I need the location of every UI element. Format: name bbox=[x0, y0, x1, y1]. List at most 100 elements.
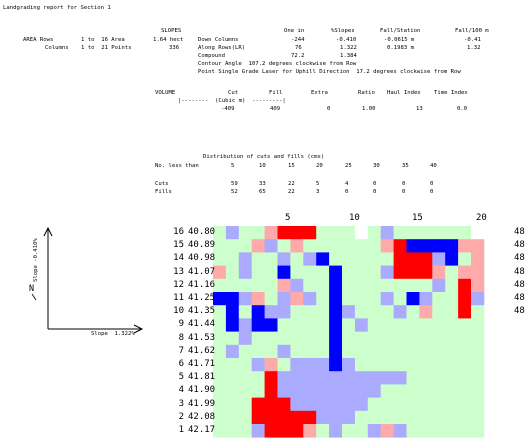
grid-cell bbox=[238, 397, 253, 412]
grid-cell bbox=[225, 265, 240, 280]
grid-cell bbox=[471, 424, 485, 438]
slope-row-label: Down Columns bbox=[198, 37, 239, 43]
grid-cell bbox=[303, 239, 317, 253]
grid-cell bbox=[419, 331, 433, 346]
grid-cell bbox=[367, 252, 382, 266]
volume-col-fill: Fill bbox=[269, 90, 283, 96]
grid-cell bbox=[264, 358, 278, 372]
grid-cell bbox=[380, 384, 394, 398]
grid-cell bbox=[225, 305, 240, 319]
distribution-threshold: 40 bbox=[430, 163, 437, 169]
grid-cell bbox=[316, 265, 330, 280]
volume-col-extra: Extra bbox=[311, 90, 328, 96]
grid-cell bbox=[393, 305, 407, 319]
grid-cell bbox=[419, 318, 433, 332]
volume-extra-value: 0 bbox=[327, 106, 331, 112]
grid-cell bbox=[316, 239, 330, 253]
volume-haul-value: 13 bbox=[416, 106, 423, 112]
slope-row-one-in: -244 bbox=[291, 37, 305, 43]
grid-cell bbox=[290, 305, 304, 319]
grid-cell bbox=[354, 278, 369, 293]
distribution-no-less-label: No. less than bbox=[155, 163, 199, 169]
grid-cell bbox=[471, 239, 485, 253]
grid-cell bbox=[393, 265, 407, 280]
row-number: 1 bbox=[178, 425, 184, 435]
points-value: 336 bbox=[169, 45, 180, 51]
grid-cell bbox=[393, 371, 407, 385]
grid-cell bbox=[432, 384, 446, 398]
grid-cell bbox=[406, 397, 420, 412]
grid-cell bbox=[342, 410, 356, 425]
grid-cell bbox=[406, 371, 420, 385]
grid-cell bbox=[406, 265, 420, 280]
grid-cell bbox=[329, 305, 343, 319]
grid-cell bbox=[419, 384, 433, 398]
grid-cell bbox=[354, 305, 369, 319]
contour-angle-line: Contour Angle 107.2 degrees clockwise fr… bbox=[198, 61, 357, 67]
grid-cell bbox=[406, 358, 420, 372]
grid-cell bbox=[303, 252, 317, 266]
grid-cell bbox=[393, 344, 407, 359]
grid-cell bbox=[277, 252, 291, 266]
grid-cell bbox=[329, 331, 343, 346]
grid-cell bbox=[329, 358, 343, 372]
row-elevation: 41.25 bbox=[188, 293, 216, 303]
grid-cell bbox=[264, 424, 278, 438]
grid-cell bbox=[225, 424, 240, 438]
grid-cell bbox=[445, 344, 459, 359]
grid-cell bbox=[277, 278, 291, 293]
grid-cell bbox=[303, 292, 317, 306]
grid-cell bbox=[367, 344, 382, 359]
grid-cell bbox=[354, 318, 369, 332]
grid-cell bbox=[316, 424, 330, 438]
grid-cell bbox=[406, 318, 420, 332]
distribution-fill-count: 3 bbox=[316, 189, 320, 195]
row-elevation: 40.80 bbox=[188, 227, 216, 237]
grid-cell bbox=[290, 371, 304, 385]
grid-cell bbox=[458, 424, 472, 438]
slope-row-one-in: 72.2 bbox=[291, 53, 305, 59]
row-number: 8 bbox=[178, 332, 184, 343]
grid-cell bbox=[445, 384, 459, 398]
grid-cell bbox=[213, 410, 227, 425]
uphill-direction-line: Point Single Grade Laser for Uphill Dire… bbox=[198, 69, 461, 75]
grid-cell bbox=[277, 239, 291, 253]
grid-cell bbox=[354, 331, 369, 346]
grid-cell bbox=[432, 371, 446, 385]
grid-cell bbox=[367, 265, 382, 280]
grid-cell bbox=[354, 252, 369, 266]
row-number: 2 bbox=[178, 411, 184, 422]
grid-cell bbox=[432, 344, 446, 359]
grid-cell bbox=[303, 397, 317, 412]
grid-cell bbox=[432, 397, 446, 412]
grid-cell bbox=[419, 292, 433, 306]
grid-cell bbox=[445, 358, 459, 372]
grid-cell bbox=[393, 410, 407, 425]
grid-cell bbox=[290, 424, 304, 438]
grid-cell bbox=[303, 371, 317, 385]
grid-cell bbox=[406, 331, 420, 346]
grid-cell bbox=[290, 239, 304, 253]
north-arrowhead-icon bbox=[43, 226, 53, 237]
grid-cell bbox=[264, 265, 278, 280]
grid-cell bbox=[367, 239, 382, 253]
row-elevation: 40.89 bbox=[188, 240, 216, 251]
grid-cell bbox=[367, 292, 382, 306]
grid-cell bbox=[367, 305, 382, 319]
grid-cell bbox=[329, 344, 343, 359]
grid-cell bbox=[316, 305, 330, 319]
distribution-title: Distribution of cuts and fills (cms) bbox=[203, 154, 325, 160]
grid-cell bbox=[432, 278, 446, 293]
grid-cell bbox=[329, 265, 343, 280]
row-elevation: 41.53 bbox=[188, 332, 216, 343]
grid-cell bbox=[471, 397, 485, 412]
volume-col-ratio: Ratio bbox=[358, 90, 375, 96]
grid-cell bbox=[316, 278, 330, 293]
slope-row-fall-100: 1.32 bbox=[467, 45, 481, 51]
grid-cell bbox=[419, 397, 433, 412]
distribution-fills-label: Fills bbox=[155, 189, 172, 195]
grid-cell bbox=[445, 318, 459, 332]
grid-cell bbox=[445, 292, 459, 306]
grid-cell bbox=[380, 358, 394, 372]
grid-cell bbox=[367, 397, 382, 412]
